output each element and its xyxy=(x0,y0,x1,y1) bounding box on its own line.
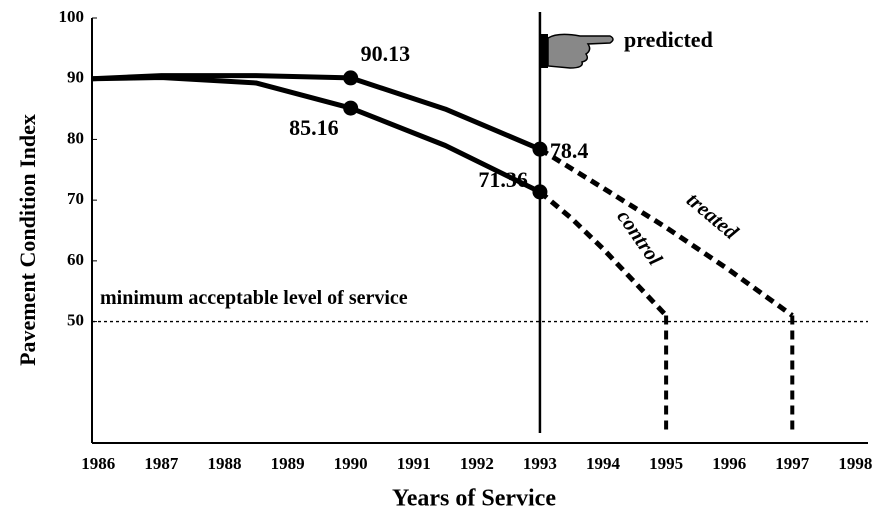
prediction-label: predicted xyxy=(624,27,713,52)
x-tick-label: 1996 xyxy=(712,454,746,473)
x-tick-label: 1988 xyxy=(207,454,241,473)
y-tick-label: 60 xyxy=(67,250,84,269)
x-tick-label: 1997 xyxy=(775,454,810,473)
data-label: 85.16 xyxy=(289,115,339,140)
x-tick-label: 1993 xyxy=(523,454,557,473)
x-axis-label: Years of Service xyxy=(392,486,556,512)
x-tick-label: 1987 xyxy=(144,454,179,473)
y-tick-label: 50 xyxy=(67,310,84,329)
y-axis-label: Pavement Condition Index xyxy=(15,114,40,366)
series-label: control xyxy=(612,205,667,270)
threshold-label: minimum acceptable level of service xyxy=(100,287,408,309)
data-point xyxy=(532,184,547,199)
pointing-hand xyxy=(540,34,613,68)
x-tick-label: 1998 xyxy=(838,454,872,473)
y-tick-label: 100 xyxy=(59,7,85,26)
predicted-line xyxy=(540,149,792,315)
data-point xyxy=(343,101,358,116)
data-point xyxy=(532,142,547,157)
hand xyxy=(548,34,613,68)
y-tick-label: 90 xyxy=(67,68,84,87)
x-tick-label: 1992 xyxy=(460,454,494,473)
x-tick-label: 1986 xyxy=(81,454,115,473)
data-label: 78.4 xyxy=(550,138,589,163)
chart: Pavement Condition Index Years of Servic… xyxy=(0,0,879,516)
hand-cuff xyxy=(540,34,548,68)
x-tick-label: 1989 xyxy=(271,454,305,473)
y-tick-label: 70 xyxy=(67,189,84,208)
series-label: treated xyxy=(682,187,743,244)
x-tick-label: 1995 xyxy=(649,454,683,473)
x-tick-label: 1990 xyxy=(334,454,368,473)
x-tick-label: 1991 xyxy=(397,454,431,473)
y-tick-label: 80 xyxy=(67,128,84,147)
data-label: 71.36 xyxy=(478,167,528,192)
x-tick-label: 1994 xyxy=(586,454,621,473)
data-point xyxy=(343,70,358,85)
data-label: 90.13 xyxy=(361,41,411,66)
